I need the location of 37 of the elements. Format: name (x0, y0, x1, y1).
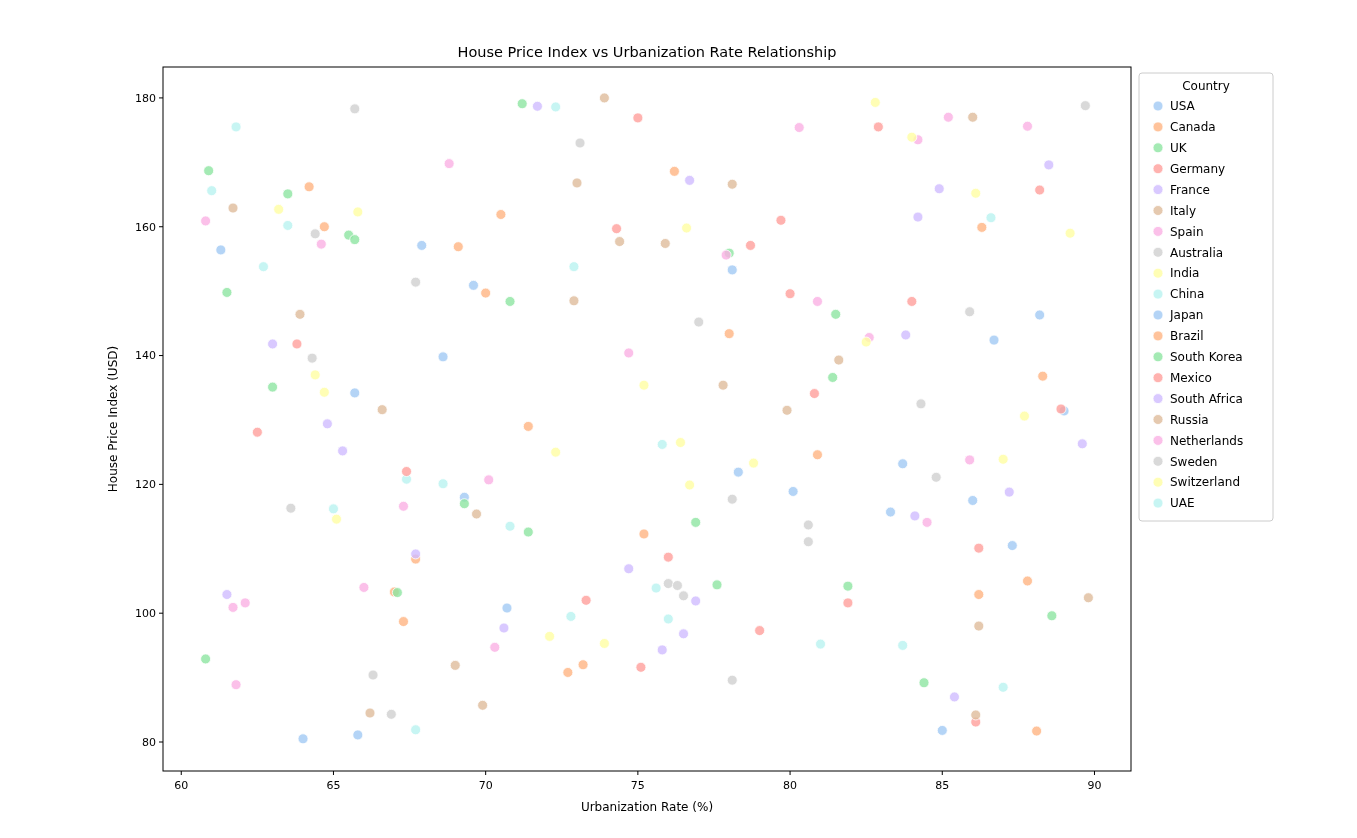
y-tick-label: 180 (135, 91, 156, 105)
x-tick-label: 85 (935, 779, 950, 792)
legend-label: Mexico (1170, 370, 1212, 385)
chart-title: House Price Index vs Urbanization Rate Relationship (457, 44, 837, 60)
legend-label: Netherlands (1170, 433, 1244, 448)
y-tick-label: 160 (135, 220, 156, 234)
legend-label: Russia (1170, 412, 1209, 427)
x-axis-title: Urbanization Rate (%) (580, 800, 714, 814)
legend-label: Sweden (1170, 454, 1218, 469)
legend-label: Switzerland (1170, 475, 1240, 490)
legend-label: USA (1170, 99, 1196, 114)
legend-label: Japan (1169, 308, 1204, 323)
y-tick-label: 100 (135, 607, 156, 621)
legend-label: Italy (1170, 203, 1197, 218)
legend-label: South Africa (1170, 391, 1243, 406)
legend-label: China (1170, 287, 1205, 302)
legend-title: Country (1182, 79, 1230, 93)
legend-label: India (1170, 266, 1200, 281)
x-tick-label: 70 (478, 779, 493, 792)
legend-label: Australia (1170, 245, 1224, 260)
legend-label: South Korea (1170, 350, 1243, 364)
legend-label: Brazil (1170, 329, 1204, 344)
y-axis-title: House Price Index (USD) (106, 345, 120, 493)
legend-label: Canada (1170, 120, 1216, 135)
legend-label: UK (1170, 141, 1188, 155)
x-tick-label: 90 (1087, 779, 1102, 792)
x-tick-label: 80 (783, 779, 798, 792)
y-tick-label: 120 (135, 478, 156, 492)
legend-label: France (1170, 182, 1210, 197)
x-tick-label: 60 (174, 779, 189, 792)
x-tick-label: 65 (326, 779, 341, 792)
y-tick-label: 140 (135, 349, 156, 363)
legend-label: UAE (1170, 496, 1195, 511)
legend-label: Spain (1170, 224, 1204, 239)
y-tick-label: 80 (142, 735, 156, 749)
x-tick-label: 75 (630, 779, 645, 792)
legend-label: Germany (1170, 161, 1226, 176)
